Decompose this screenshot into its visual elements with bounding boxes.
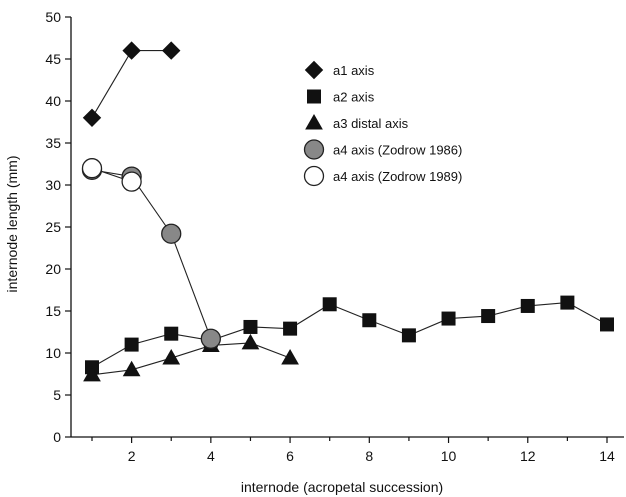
data-point-series-2 — [520, 298, 535, 313]
legend-marker-1 — [304, 60, 324, 80]
y-tick-label: 0 — [53, 429, 61, 445]
y-tick-label: 50 — [45, 9, 61, 25]
data-point-series-3 — [162, 349, 181, 365]
series-line-3 — [91, 342, 291, 376]
x-tick-label: 14 — [599, 448, 615, 464]
series-line-4 — [91, 169, 212, 339]
data-point-series-3 — [83, 365, 101, 382]
y-tick-label: 15 — [45, 303, 61, 319]
data-point-series-2 — [560, 295, 575, 310]
legend-marker-2 — [307, 89, 321, 104]
y-tick-label: 30 — [45, 177, 61, 193]
legend-marker-3 — [305, 113, 323, 130]
data-point-series-1 — [82, 108, 102, 128]
data-point-series-2 — [322, 297, 337, 312]
x-tick-label: 2 — [128, 448, 136, 464]
data-point-series-2 — [481, 309, 496, 324]
x-tick-label: 12 — [520, 448, 536, 464]
data-point-series-2 — [124, 337, 139, 352]
series-line-1 — [91, 50, 172, 119]
data-point-series-2 — [362, 313, 377, 328]
legend: a1 axis a2 axis a3 distal axis a4 axis (Zod… — [303, 60, 462, 187]
data-point-series-5 — [121, 171, 142, 192]
data-point-series-2 — [164, 326, 179, 341]
data-point-series-2 — [401, 328, 416, 343]
y-tick-label: 20 — [45, 261, 61, 277]
y-tick-label: 25 — [45, 219, 61, 235]
x-tick-label: 10 — [441, 448, 457, 464]
legend-label: a4 axis (Zodrow 1989) — [333, 169, 462, 184]
data-point-series-4 — [200, 328, 221, 349]
y-tick-label: 5 — [53, 387, 61, 403]
y-tick-label: 40 — [45, 93, 61, 109]
x-tick-label: 4 — [207, 448, 215, 464]
y-tick-label: 10 — [45, 345, 61, 361]
x-tick-label: 6 — [286, 448, 294, 464]
data-point-series-5 — [81, 158, 103, 179]
y-axis-label: internode length (mm) — [4, 156, 20, 293]
legend-label: a4 axis (Zodrow 1986) — [333, 143, 462, 158]
data-point-series-2 — [243, 319, 258, 334]
legend-label: a1 axis — [333, 63, 375, 78]
data-point-series-3 — [122, 360, 141, 377]
x-axis-label: internode (acropetal succession) — [241, 479, 443, 495]
data-point-series-1 — [122, 41, 141, 60]
series-markers — [81, 41, 614, 382]
data-point-series-3 — [281, 349, 299, 365]
legend-marker-5 — [303, 165, 325, 187]
data-point-series-1 — [162, 41, 181, 60]
y-tick-label: 35 — [45, 135, 61, 151]
data-point-series-4 — [161, 223, 182, 244]
y-tick-label: 45 — [45, 51, 61, 67]
legend-marker-4 — [303, 139, 325, 160]
axes: 0 5 10 15 20 25 30 35 40 45 50 2 4 6 8 10 12 14 — [45, 9, 624, 464]
x-tick-label: 8 — [365, 448, 373, 464]
data-point-series-2 — [283, 321, 298, 336]
legend-label: a2 axis — [333, 90, 375, 105]
legend-label: a3 distal axis — [333, 116, 409, 131]
data-point-series-2 — [441, 311, 456, 326]
data-point-series-2 — [600, 317, 614, 332]
data-point-series-3 — [241, 333, 260, 350]
